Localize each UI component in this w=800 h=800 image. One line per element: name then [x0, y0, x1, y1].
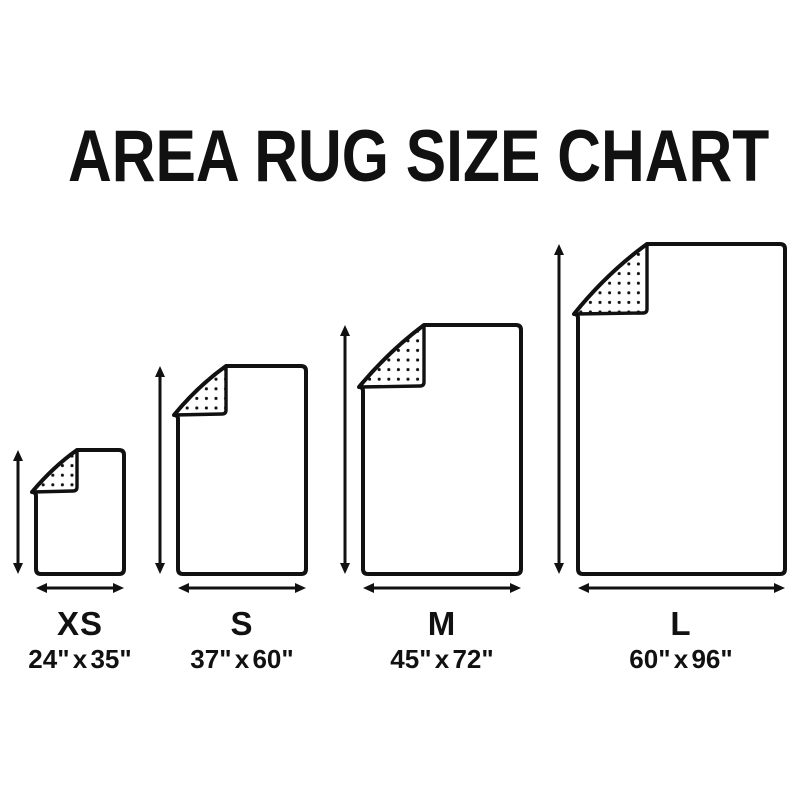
rug-figure-xs: [13, 448, 126, 593]
page-title: AREA RUG SIZE CHART: [68, 116, 770, 197]
rug-size-label-m: M: [427, 605, 457, 642]
rug-dimensions-l: 60" x 96": [629, 644, 733, 674]
rug-fold-s: [172, 364, 228, 417]
rug-size-label-s: S: [230, 605, 254, 642]
rug-figure-l: [554, 242, 787, 593]
rug-size-label-l: L: [670, 605, 692, 642]
rug-dimensions-m: 45" x 72": [390, 644, 494, 674]
rug-dimensions-s: 37" x 60": [190, 644, 294, 674]
rug-dimensions-xs: 24" x 35": [28, 644, 132, 674]
rug-fold-m: [357, 323, 426, 389]
rug-figure-m: [340, 323, 523, 593]
rug-size-label-xs: XS: [56, 605, 104, 642]
rug-fold-xs: [30, 448, 79, 494]
rug-fold-l: [572, 242, 649, 316]
rug-figure-s: [155, 364, 308, 593]
